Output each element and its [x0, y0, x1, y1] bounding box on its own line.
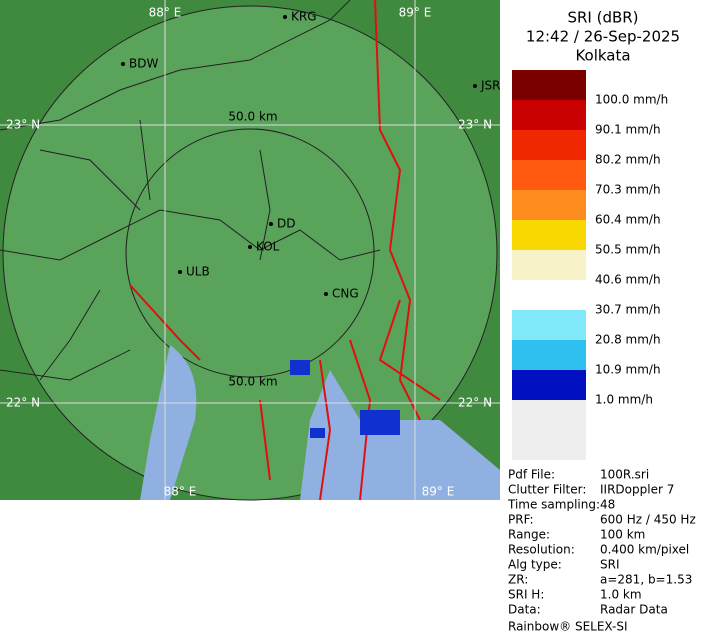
graticule [0, 0, 500, 500]
place-dot [283, 15, 287, 19]
info-key: ZR: [508, 573, 528, 587]
lon-label: 88° E [164, 485, 197, 499]
info-key: SRI H: [508, 588, 544, 602]
info-key: Resolution: [508, 543, 575, 557]
borders [0, 0, 381, 381]
legend-label: 70.3 mm/h [595, 183, 661, 197]
place-dot [121, 62, 125, 66]
echo [360, 410, 400, 435]
lon-label: 89° E [422, 485, 455, 499]
info-value: SRI [600, 558, 620, 572]
info-value: 100 km [600, 528, 645, 542]
info-key: Data: [508, 603, 541, 617]
place-label: ULB [186, 265, 210, 279]
echo [290, 360, 310, 375]
legend-swatch [512, 130, 586, 160]
info-key: Alg type: [508, 558, 562, 572]
legend-swatch [512, 70, 586, 100]
info-value: 0.400 km/pixel [600, 543, 689, 557]
info-value: 600 Hz / 450 Hz [600, 513, 696, 527]
info-key: Time sampling: [507, 498, 600, 512]
info-value: 1.0 km [600, 588, 642, 602]
legend-swatch [512, 160, 586, 190]
place-dot [178, 270, 182, 274]
info-value: IIRDoppler 7 [600, 483, 674, 497]
place-dot [269, 222, 273, 226]
legend-label: 30.7 mm/h [595, 303, 661, 317]
info-value: 48 [600, 498, 615, 512]
legend-label: 60.4 mm/h [595, 213, 661, 227]
info-key: Pdf File: [508, 468, 555, 482]
place-label: JSR [480, 79, 501, 93]
legend-label: 80.2 mm/h [595, 153, 661, 167]
place-label: KRG [291, 10, 317, 24]
legend-swatch [512, 220, 586, 250]
info-value: 100R.sri [600, 468, 649, 482]
place-dot [324, 292, 328, 296]
legend-swatch [512, 280, 586, 310]
echo [310, 428, 325, 438]
info-key: Clutter Filter: [508, 483, 586, 497]
legend-label: 100.0 mm/h [595, 93, 668, 107]
place-label: DD [277, 217, 295, 231]
water [140, 345, 500, 500]
lat-label: 22° N [458, 396, 492, 410]
range-label: 50.0 km [228, 110, 277, 124]
info-table: Pdf File: 100R.sri Clutter Filter: IIRDoppl… [507, 468, 696, 617]
legend-label: 90.1 mm/h [595, 123, 661, 137]
place-label: CNG [332, 287, 359, 301]
legend-label: 40.6 mm/h [595, 273, 661, 287]
legend-label: 20.8 mm/h [595, 333, 661, 347]
lon-label: 88° E [149, 6, 182, 20]
legend-label: 50.5 mm/h [595, 243, 661, 257]
lat-label: 22° N [6, 396, 40, 410]
place-label: KOL [256, 240, 280, 254]
lat-label: 23° N [458, 118, 492, 132]
lon-label: 89° E [399, 6, 432, 20]
rivers [129, 0, 441, 501]
no-data-swatch [512, 400, 586, 460]
legend-swatch [512, 310, 586, 340]
station: Kolkata [575, 47, 630, 65]
range-ring-outer [2, 5, 498, 501]
legend-label: 10.9 mm/h [595, 363, 661, 377]
info-key: PRF: [508, 513, 534, 527]
legend-swatch [512, 100, 586, 130]
lat-label: 23° N [6, 118, 40, 132]
range-ring-inner [125, 128, 375, 378]
legend-label: 1.0 mm/h [595, 393, 653, 407]
place-dot [473, 84, 477, 88]
legend-swatch [512, 370, 586, 400]
info-value: a=281, b=1.53 [600, 573, 692, 587]
time: 12:42 / 26-Sep-2025 [526, 28, 680, 46]
product-title: SRI (dBR) [567, 9, 638, 27]
legend-swatch [512, 250, 586, 280]
info-value: Radar Data [600, 603, 668, 617]
footer: Rainbow® SELEX-SI [508, 620, 628, 634]
places: KRG BDW JSR DD KOL ULB CNG [121, 10, 501, 301]
place-label: BDW [129, 57, 158, 71]
legend-swatch [512, 340, 586, 370]
range-label: 50.0 km [228, 375, 277, 389]
legend-swatch [512, 190, 586, 220]
legend: 100.0 mm/h 90.1 mm/h 80.2 mm/h 70.3 mm/h 60.… [512, 70, 668, 407]
place-dot [248, 245, 252, 249]
info-key: Range: [508, 528, 550, 542]
